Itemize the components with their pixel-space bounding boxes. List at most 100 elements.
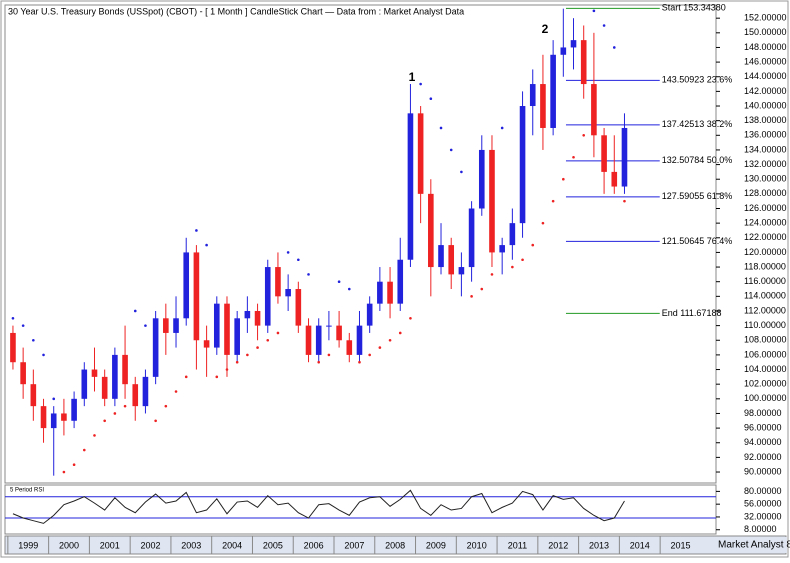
brand-box [715, 537, 787, 553]
sar-dot [133, 309, 137, 313]
sar-dot [307, 273, 310, 276]
candle-body [621, 127, 628, 187]
annotation: 2 [542, 22, 549, 36]
sar-dot [82, 448, 86, 452]
candle-body [91, 369, 98, 377]
y-tick-label: 110.00000 [744, 320, 786, 330]
sar-dot [582, 133, 586, 137]
y-tick-label: 104.00000 [744, 364, 787, 374]
candle-body [346, 340, 353, 355]
candle-body [224, 303, 230, 355]
candle-body [71, 398, 77, 421]
candle-body [61, 413, 67, 421]
candle-body [448, 245, 455, 275]
rsi-title: 5 Period RSI [10, 488, 44, 494]
candle-body [550, 54, 556, 128]
x-tick-label: 2004 [222, 540, 242, 550]
sar-dot [398, 331, 402, 335]
candle-body [20, 362, 26, 385]
sar-dot [439, 126, 443, 130]
y-tick-label: 142.00000 [744, 86, 787, 96]
sar-dot [93, 434, 96, 437]
candle-body [509, 223, 516, 246]
x-tick-label: 2009 [426, 540, 446, 550]
candle-body [478, 149, 485, 209]
sar-dot [225, 368, 229, 371]
fib-label: 137.42513 38.2% [662, 119, 733, 129]
y-tick-label: 122.00000 [744, 232, 787, 242]
sar-dot [337, 280, 341, 283]
candle-body [407, 113, 414, 260]
candle-body [254, 310, 261, 326]
candle-body [468, 208, 475, 268]
sar-dot [378, 346, 382, 349]
sar-dot [602, 24, 606, 27]
candle-body [580, 40, 587, 85]
candle-body [193, 252, 200, 341]
sar-dot [358, 360, 361, 364]
y-tick-label: 152.00000 [744, 13, 787, 23]
x-tick-label: 2012 [548, 540, 568, 550]
y-tick-label: 126.00000 [744, 203, 787, 213]
fib-label: 132.50784 50.0% [662, 155, 733, 165]
x-tick-label: 2011 [508, 540, 527, 550]
y2-tick-label: 32.00000 [744, 511, 782, 521]
annotation: 1 [409, 70, 416, 84]
chart-title: 30 Year U.S. Treasury Bonds (USSpot) (CB… [8, 6, 464, 16]
candle-body [152, 318, 159, 377]
x-tick-label: 2007 [344, 540, 364, 550]
y-tick-label: 116.00000 [744, 276, 786, 286]
candle-body [417, 113, 424, 194]
y-tick-label: 108.00000 [744, 335, 787, 345]
sar-dot [21, 324, 25, 327]
y-tick-label: 98.00000 [744, 408, 782, 418]
y-tick-label: 92.00000 [744, 452, 782, 462]
fib-label: 127.59055 61.8% [662, 191, 733, 201]
candle-body [438, 245, 444, 268]
y-tick-label: 140.00000 [744, 100, 787, 110]
sar-dot [500, 126, 504, 130]
sar-dot [562, 177, 565, 181]
y-tick-label: 146.00000 [744, 56, 787, 66]
y-tick-label: 138.00000 [744, 115, 787, 125]
candle-body [173, 318, 179, 333]
fib-label: Start 153.34380 [662, 3, 726, 13]
sar-dot [460, 170, 463, 174]
sar-dot [195, 229, 198, 232]
y-tick-label: 90.00000 [744, 466, 782, 476]
y-tick-label: 128.00000 [744, 188, 787, 198]
y2-tick-label: 80.00000 [744, 486, 782, 496]
sar-dot [521, 258, 524, 262]
sar-dot [72, 463, 76, 466]
candle-body [519, 106, 526, 224]
sar-dot [113, 412, 117, 415]
x-tick-label: 2003 [181, 540, 201, 550]
candle-body [458, 267, 465, 275]
x-tick-label: 2006 [304, 540, 324, 550]
candle-body [570, 40, 577, 48]
candle-body [499, 245, 505, 253]
sar-dot [531, 243, 535, 247]
candle-body [101, 376, 108, 399]
x-tick-label: 2005 [263, 540, 283, 550]
fib-label: End 111.67188 [662, 308, 722, 318]
candle-body [30, 384, 37, 407]
candle-body [356, 325, 363, 355]
x-tick-label: 2013 [589, 540, 609, 550]
candle-body [40, 406, 47, 429]
candle-body [377, 281, 383, 304]
sar-dot [551, 199, 555, 203]
y-tick-label: 106.00000 [744, 349, 787, 359]
candle-body [264, 267, 271, 326]
y2-tick-label: 56.00000 [744, 499, 782, 509]
sar-dot [164, 404, 168, 408]
sar-dot [388, 338, 392, 342]
y-tick-label: 120.00000 [744, 247, 787, 257]
y-tick-label: 144.00000 [744, 71, 787, 81]
candle-body [560, 47, 567, 55]
x-tick-label: 2000 [59, 540, 79, 550]
candle-body [540, 84, 546, 128]
sar-dot [623, 199, 626, 203]
sar-dot [541, 221, 545, 225]
price-panel [4, 4, 717, 484]
